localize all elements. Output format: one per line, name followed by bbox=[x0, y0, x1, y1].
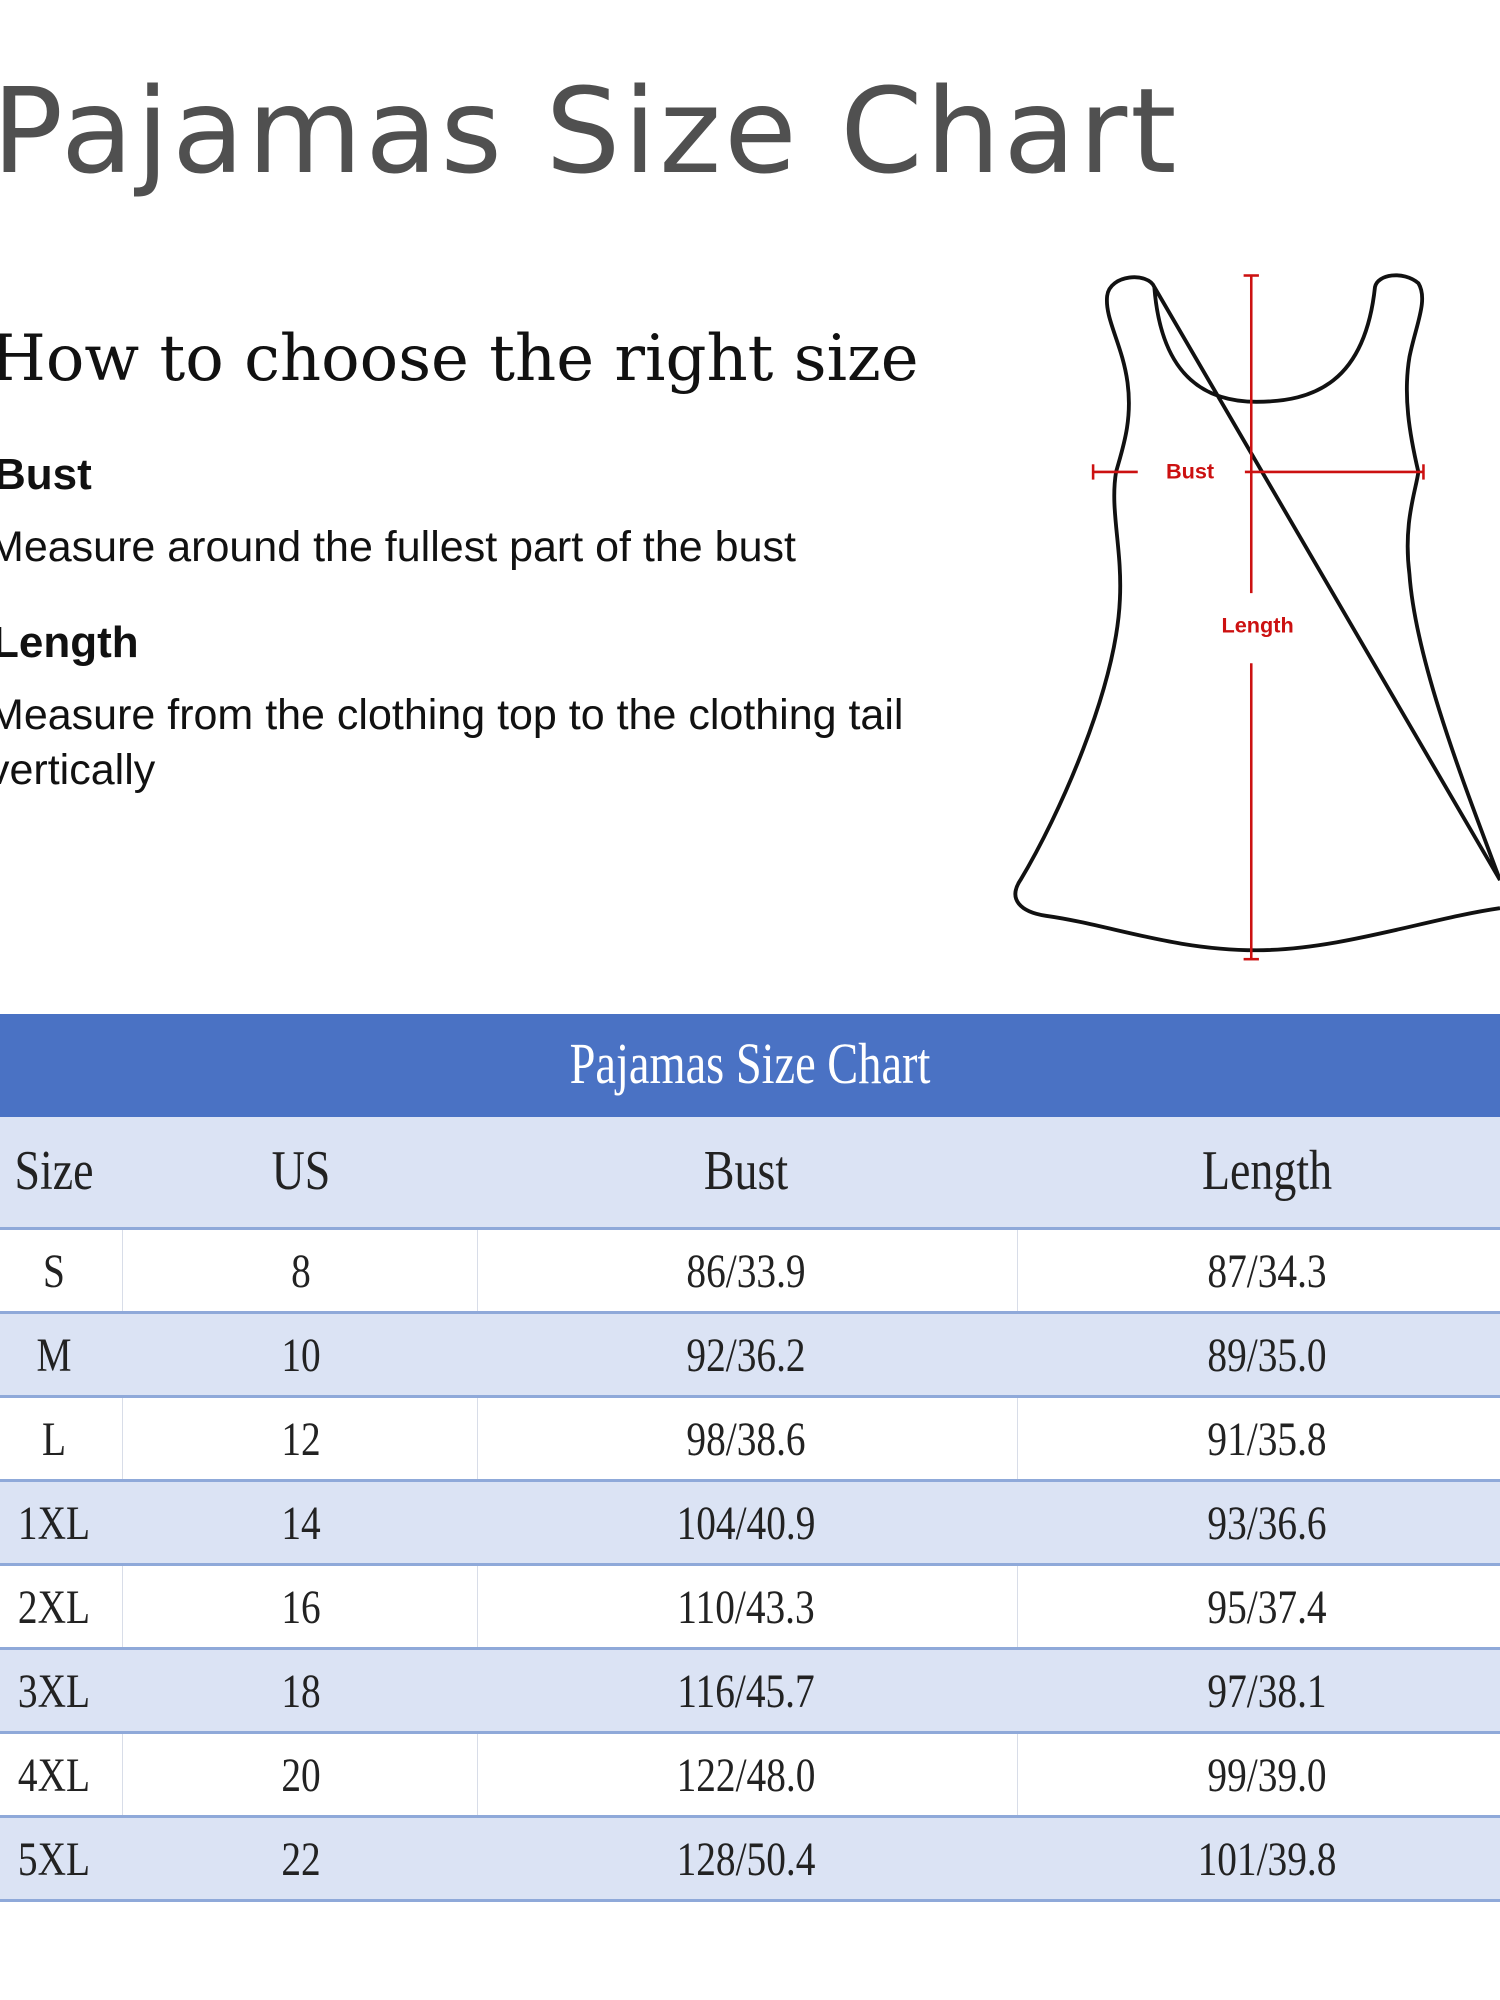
measure-lines bbox=[1091, 274, 1425, 961]
table-cell: M bbox=[36, 1329, 72, 1382]
table-cell: 20 bbox=[281, 1749, 321, 1802]
table-cell: 12 bbox=[281, 1413, 321, 1466]
table-title-band bbox=[0, 1014, 1500, 1117]
column-divider bbox=[1017, 1230, 1018, 1311]
measure-description: Measure around the fullest part of the b… bbox=[0, 523, 796, 571]
table-row bbox=[0, 1482, 1500, 1566]
table-cell: 122/48.0 bbox=[676, 1749, 816, 1802]
table-cell: 91/35.8 bbox=[1207, 1413, 1327, 1466]
table-cell: 18 bbox=[281, 1665, 321, 1718]
page-title: Pajamas Size Chart bbox=[0, 62, 1180, 200]
table-cell: 22 bbox=[281, 1833, 321, 1886]
table-cell: 99/39.0 bbox=[1207, 1749, 1327, 1802]
table-row bbox=[0, 1818, 1500, 1902]
table-cell: 4XL bbox=[17, 1749, 91, 1802]
measure-label: Length bbox=[0, 618, 139, 667]
length-label: Length bbox=[1222, 613, 1294, 638]
table-cell: 116/45.7 bbox=[677, 1665, 815, 1718]
table-cell: 97/38.1 bbox=[1207, 1665, 1327, 1718]
bust-label: Bust bbox=[1166, 458, 1214, 483]
column-divider bbox=[477, 1398, 478, 1479]
column-divider bbox=[477, 1230, 478, 1311]
table-cell: 128/50.4 bbox=[676, 1833, 816, 1886]
column-divider bbox=[122, 1230, 123, 1311]
column-divider bbox=[122, 1566, 123, 1647]
table-row bbox=[0, 1650, 1500, 1734]
table-title: Pajamas Size Chart bbox=[569, 1031, 931, 1096]
table-cell: 104/40.9 bbox=[676, 1497, 816, 1550]
column-header: Bust bbox=[703, 1140, 789, 1202]
measure-description: Measure from the clothing top to the clo… bbox=[0, 691, 904, 794]
dress-diagram: Bust Length bbox=[1013, 273, 1500, 961]
table-cell: 2XL bbox=[17, 1581, 91, 1634]
column-divider bbox=[1017, 1398, 1018, 1479]
table-cell: 93/36.6 bbox=[1207, 1497, 1327, 1550]
column-divider bbox=[1017, 1566, 1018, 1647]
table-cell: 110/43.3 bbox=[677, 1581, 815, 1634]
column-divider bbox=[477, 1734, 478, 1815]
table-cell: 87/34.3 bbox=[1207, 1245, 1327, 1298]
column-header: Length bbox=[1201, 1140, 1333, 1202]
header-row bbox=[0, 1117, 1500, 1230]
table-cell: 1XL bbox=[17, 1497, 91, 1550]
table-cell: 16 bbox=[281, 1581, 321, 1634]
table-cell: 10 bbox=[281, 1329, 321, 1382]
table-row bbox=[0, 1314, 1500, 1398]
table-row bbox=[0, 1734, 1500, 1818]
table-cell: 8 bbox=[291, 1245, 311, 1298]
column-divider bbox=[1017, 1734, 1018, 1815]
measure-label: Bust bbox=[0, 450, 92, 499]
table-cell: 14 bbox=[281, 1497, 321, 1550]
column-divider bbox=[477, 1566, 478, 1647]
guide-heading: How to choose the right size bbox=[0, 322, 919, 396]
table-row bbox=[0, 1398, 1500, 1482]
column-divider bbox=[122, 1398, 123, 1479]
table-cell: L bbox=[41, 1413, 67, 1466]
table-cell: 86/33.9 bbox=[686, 1245, 806, 1298]
column-header: US bbox=[271, 1140, 331, 1202]
table-cell: 92/36.2 bbox=[686, 1329, 806, 1382]
dress-outline bbox=[1013, 273, 1500, 953]
column-divider bbox=[122, 1734, 123, 1815]
table-cell: 3XL bbox=[17, 1665, 91, 1718]
table-cell: 95/37.4 bbox=[1207, 1581, 1327, 1634]
table-row bbox=[0, 1566, 1500, 1650]
table-cell: 89/35.0 bbox=[1207, 1329, 1327, 1382]
column-header: Size bbox=[14, 1140, 94, 1202]
table-cell: 5XL bbox=[17, 1833, 91, 1886]
table-row bbox=[0, 1230, 1500, 1314]
table-cell: S bbox=[43, 1245, 65, 1298]
table-cell: 101/39.8 bbox=[1197, 1833, 1337, 1886]
table-cell: 98/38.6 bbox=[686, 1413, 806, 1466]
